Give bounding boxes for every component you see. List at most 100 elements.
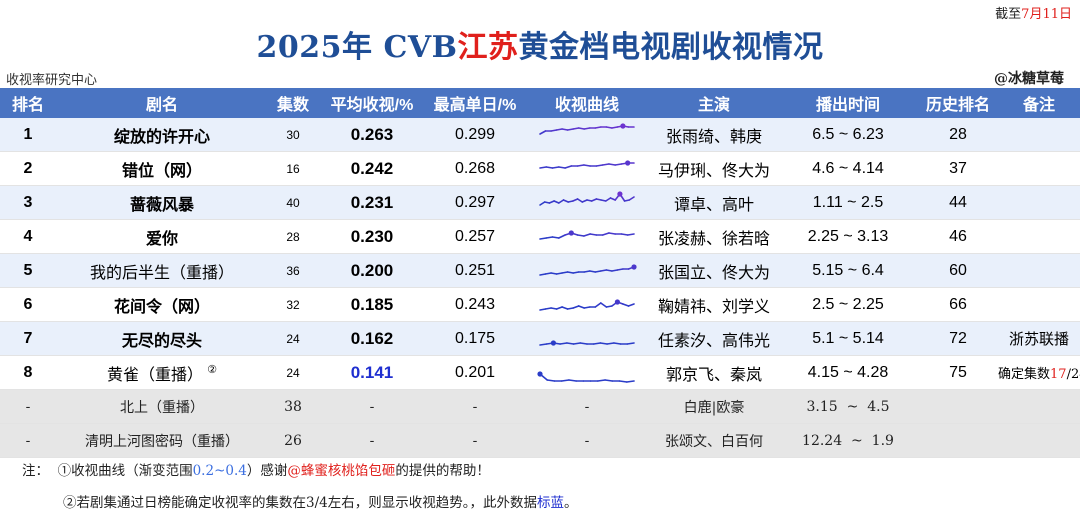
air-from: 12.24 [802, 432, 843, 449]
note-pre: 确定集数 [998, 367, 1051, 382]
curve-segment [560, 378, 570, 382]
curve-segment [579, 341, 588, 345]
peak-rating-cell: 0.251 [426, 253, 524, 288]
rating-curve-cell [524, 185, 650, 220]
avg-rating-cell: 0.200 [318, 253, 426, 288]
rating-curve-cell [524, 287, 650, 322]
curve-segment [595, 163, 604, 167]
air-from: 1.11 [812, 193, 843, 211]
note-cell: 确定集数17/24 [998, 355, 1080, 390]
rating-curve-cell [524, 151, 650, 186]
curve-segment [576, 233, 585, 237]
drama-name-text: 黄雀（重播） [107, 366, 204, 384]
air-to: 4.14 [852, 159, 884, 177]
history-rank-cell: 60 [918, 253, 998, 288]
curve-segment [539, 129, 547, 135]
curve-segment [608, 162, 616, 166]
curve-segment [601, 231, 610, 236]
curve-peak-point [625, 159, 631, 166]
note-cell [998, 219, 1080, 254]
curve-segment [568, 378, 578, 382]
curve-segment [564, 164, 573, 169]
curve-segment [608, 231, 616, 235]
avg-rating-cell: - [318, 389, 426, 424]
peak-rating-cell: 0.268 [426, 151, 524, 186]
table-row-extra: - 清明上河图密码（重播） 26 - - - 张颂文、白百何 12.24 ~ 1… [0, 423, 1080, 458]
curve-segment [555, 127, 563, 131]
curve-segment [622, 302, 630, 307]
episodes-cell: 24 [268, 355, 318, 390]
curve-segment [600, 198, 607, 202]
air-time-cell: 6.5 ~ 6.23 [778, 118, 918, 152]
footer-line1-c: 的提供的帮助！ [395, 463, 490, 479]
history-rank-cell: 46 [918, 219, 998, 254]
curve-segment [594, 269, 602, 273]
curve-segment [576, 197, 584, 203]
avg-rating-cell: 0.231 [318, 185, 426, 220]
table-row: 7 无尽的尽头 24 0.162 0.175 任素汐、高伟光 5.1 ~ 5.1… [0, 321, 1080, 356]
rank-cell: 2 [0, 151, 56, 186]
drama-name-cell: 绽放的许开心 [56, 118, 268, 152]
cast-cell: 张凌赫、徐若晗 [650, 219, 778, 254]
note-cell [998, 389, 1080, 424]
curve-segment [539, 165, 548, 169]
curve-segment [583, 305, 591, 309]
air-to: 2.25 [852, 295, 884, 313]
header-rank: 排名 [0, 88, 56, 118]
peak-rating-cell: 0.243 [426, 287, 524, 322]
note-cell [998, 185, 1080, 220]
curve-segment [539, 272, 547, 276]
table-row: 5 我的后半生（重播） 36 0.200 0.251 张国立、佟大为 5.15 … [0, 253, 1080, 288]
header-peak-rating: 最高单日/% [426, 88, 524, 118]
curve-segment [572, 126, 580, 130]
air-time-cell: 5.15 ~ 6.4 [778, 253, 918, 288]
drama-name-cell: 无尽的尽头 [56, 321, 268, 356]
curve-segment [601, 162, 610, 166]
air-to: 4.5 [867, 398, 890, 415]
curve-segment [548, 199, 555, 204]
rank-cell: 3 [0, 185, 56, 220]
footer-line2-c: ，此外数据 [469, 495, 537, 511]
note-cell [998, 151, 1080, 186]
drama-name-cell: 错位（网） [56, 151, 268, 186]
curve-peak-point [614, 298, 620, 305]
cutoff-prefix: 截至 [995, 7, 1022, 22]
table-row: 3 蔷薇风暴 40 0.231 0.297 谭卓、高叶 1.11 ~ 2.5 4… [0, 185, 1080, 220]
table-row: 8 黄雀（重播） ② 24 0.141 0.201 郭京飞、秦岚 4.15 ~ 4… [0, 355, 1080, 390]
avg-rating-cell: 0.230 [318, 219, 426, 254]
curve-segment [588, 269, 597, 273]
curve-segment [599, 301, 608, 308]
curve-segment [544, 271, 552, 275]
table-row: 4 爱你 28 0.230 0.257 张凌赫、徐若晗 2.25 ~ 3.13 … [0, 219, 1080, 254]
curve-segment [566, 127, 575, 131]
rating-curve-sparkline [537, 370, 635, 383]
curve-segment [620, 232, 629, 236]
footer-line1-a: ①收视曲线（渐变范围 [57, 463, 193, 479]
footnote-mark: ② [207, 364, 217, 377]
avg-rating-cell: - [318, 423, 426, 458]
table-row: 2 错位（网） 16 0.242 0.268 马伊琍、佟大为 4.6 ~ 4.1… [0, 151, 1080, 186]
air-to: 2.5 [860, 193, 884, 211]
curve-segment [609, 196, 616, 201]
peak-rating-cell: 0.175 [426, 321, 524, 356]
curve-segment [595, 197, 602, 201]
curve-segment [543, 200, 551, 204]
curve-segment [539, 236, 548, 240]
episodes-cell: 40 [268, 185, 318, 220]
footer-note-2: ②若剧集通过日榜能确定收视率的集数在3/4左右，则显示收视趋势。，此外数据标蓝。 [63, 491, 577, 511]
curve-segment [623, 198, 631, 202]
drama-name-cell: 爱你 [56, 219, 268, 254]
curve-segment [599, 268, 608, 272]
footer-line2-a: ②若剧集通过日榜能确定收视率的集数在3/4左右， [63, 495, 369, 511]
rating-curve-sparkline [539, 190, 635, 206]
curve-peak-point [620, 122, 626, 129]
curve-peak-point [631, 263, 637, 270]
curve-segment [544, 306, 552, 310]
rating-curve-sparkline [539, 263, 637, 276]
header-curve: 收视曲线 [524, 88, 650, 118]
rank-cell: 5 [0, 253, 56, 288]
note-cell [998, 423, 1080, 458]
curve-segment [572, 304, 580, 309]
table-row: 6 花间令（网） 32 0.185 0.243 鞠婧祎、刘学义 2.5 ~ 2.… [0, 287, 1080, 322]
air-to: 1.9 [871, 432, 894, 449]
